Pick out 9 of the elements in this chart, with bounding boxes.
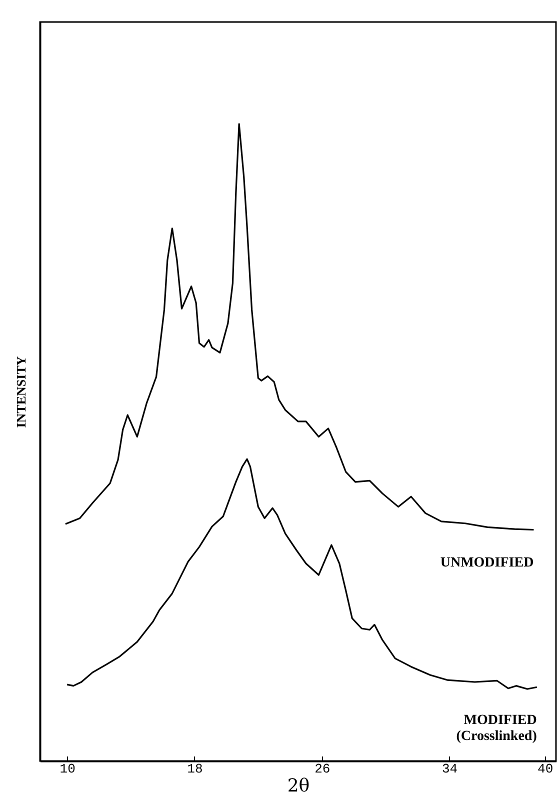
x-tick-label: 26 — [314, 762, 330, 776]
x-tick-label: 10 — [60, 762, 76, 776]
series-label: MODIFIED (Crosslinked) — [456, 713, 538, 744]
x-tick-label: 40 — [538, 762, 554, 776]
x-axis-title: 2θ — [287, 776, 310, 796]
series-label: UNMODIFIED — [440, 556, 534, 571]
x-tick-label: 34 — [442, 762, 458, 776]
x-tick-label: 18 — [187, 762, 203, 776]
y-axis-title: INTENSITY — [14, 356, 28, 428]
